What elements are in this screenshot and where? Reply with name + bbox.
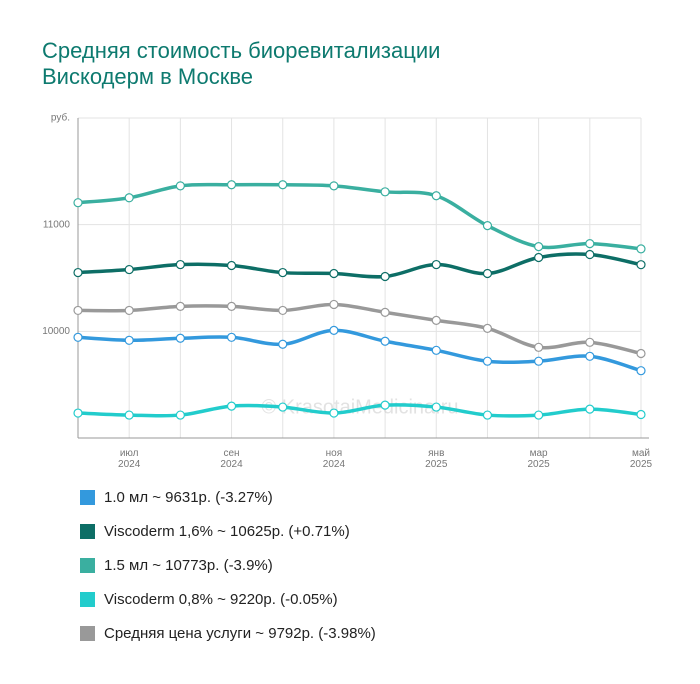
data-point	[380, 307, 390, 317]
data-point	[534, 410, 544, 420]
data-point	[73, 267, 83, 278]
data-point	[226, 332, 237, 342]
legend-item: 1.5 мл ~ 10773р. (-3.9%)	[80, 557, 273, 574]
data-point	[380, 336, 390, 346]
legend-swatch	[80, 626, 95, 641]
series-line	[77, 328, 642, 373]
data-point	[585, 404, 595, 414]
x-tick-label: мар 2025	[527, 448, 550, 470]
data-point	[175, 181, 185, 191]
legend-label: 1.5 мл ~ 10773р. (-3.9%)	[104, 557, 273, 574]
data-point	[226, 260, 237, 271]
x-tick-label: янв 2025	[425, 448, 448, 470]
x-tick-label: май 2025	[629, 448, 653, 470]
chart-title: Средняя стоимость биоревитализации Виско…	[42, 38, 441, 89]
data-point	[482, 323, 493, 333]
data-point	[636, 409, 646, 420]
series-line	[77, 182, 642, 251]
data-point	[636, 366, 646, 376]
legend-label: 1.0 мл ~ 9631р. (-3.27%)	[104, 489, 273, 506]
data-point	[278, 305, 288, 316]
data-point	[124, 264, 134, 275]
y-tick-label: 11000	[43, 219, 71, 230]
data-point	[278, 402, 288, 412]
data-point	[482, 221, 493, 231]
series-line	[77, 302, 642, 356]
data-point	[431, 315, 441, 325]
data-point	[431, 191, 441, 201]
legend-item: Viscoderm 1,6% ~ 10625р. (+0.71%)	[80, 523, 350, 540]
data-point	[534, 242, 544, 252]
watermark: © KrasotaiMedicina.ru	[261, 396, 458, 418]
legend-swatch	[80, 490, 95, 505]
data-point	[482, 356, 493, 366]
data-point	[73, 305, 83, 316]
data-point	[175, 410, 185, 420]
data-point	[226, 401, 237, 411]
data-point	[380, 400, 390, 410]
legend-item: Средняя цена услуги ~ 9792р. (-3.98%)	[80, 625, 376, 642]
data-point	[636, 348, 646, 359]
data-point	[431, 345, 441, 355]
y-tick-label: 10000	[42, 326, 70, 337]
legend-label: Viscoderm 1,6% ~ 10625р. (+0.71%)	[104, 523, 350, 540]
data-point	[124, 193, 134, 203]
data-point	[380, 271, 390, 282]
legend-item: Viscoderm 0,8% ~ 9220р. (-0.05%)	[80, 591, 338, 608]
data-point	[329, 181, 339, 191]
data-point	[585, 249, 595, 260]
legend-label: Средняя цена услуги ~ 9792р. (-3.98%)	[104, 625, 376, 642]
legend-item: 1.0 мл ~ 9631р. (-3.27%)	[80, 489, 273, 506]
data-point	[585, 337, 595, 347]
legend-swatch	[80, 558, 95, 573]
data-point	[278, 267, 288, 278]
data-point	[329, 408, 339, 418]
data-point	[73, 198, 83, 208]
x-tick-label: ноя 2024	[322, 448, 346, 470]
data-point	[124, 335, 134, 345]
data-point	[278, 180, 288, 190]
data-point	[175, 259, 185, 270]
data-point	[636, 260, 646, 270]
data-point	[534, 342, 544, 352]
y-tick-label: руб.	[51, 112, 70, 124]
data-point	[124, 410, 134, 420]
data-point	[175, 301, 185, 311]
data-point	[636, 244, 646, 254]
data-point	[329, 325, 339, 335]
data-point	[482, 410, 493, 420]
legend-swatch	[80, 592, 95, 607]
data-point	[329, 268, 339, 279]
data-point	[534, 356, 544, 366]
data-point	[431, 402, 441, 412]
data-point	[329, 299, 339, 310]
data-point	[226, 180, 237, 190]
series-line	[77, 252, 642, 279]
x-tick-label: сен 2024	[220, 448, 243, 470]
data-point	[380, 187, 390, 197]
legend-label: Viscoderm 0,8% ~ 9220р. (-0.05%)	[104, 591, 338, 608]
x-tick-label: июл 2024	[118, 448, 141, 470]
data-point	[534, 252, 544, 263]
data-point	[278, 339, 288, 349]
legend-swatch	[80, 524, 95, 539]
data-point	[124, 305, 134, 316]
data-point	[585, 351, 595, 361]
data-point	[73, 332, 83, 342]
data-point	[482, 268, 493, 279]
data-point	[585, 239, 595, 249]
data-point	[226, 301, 237, 311]
data-point	[431, 259, 441, 270]
data-point	[73, 408, 83, 418]
data-point	[175, 333, 185, 343]
